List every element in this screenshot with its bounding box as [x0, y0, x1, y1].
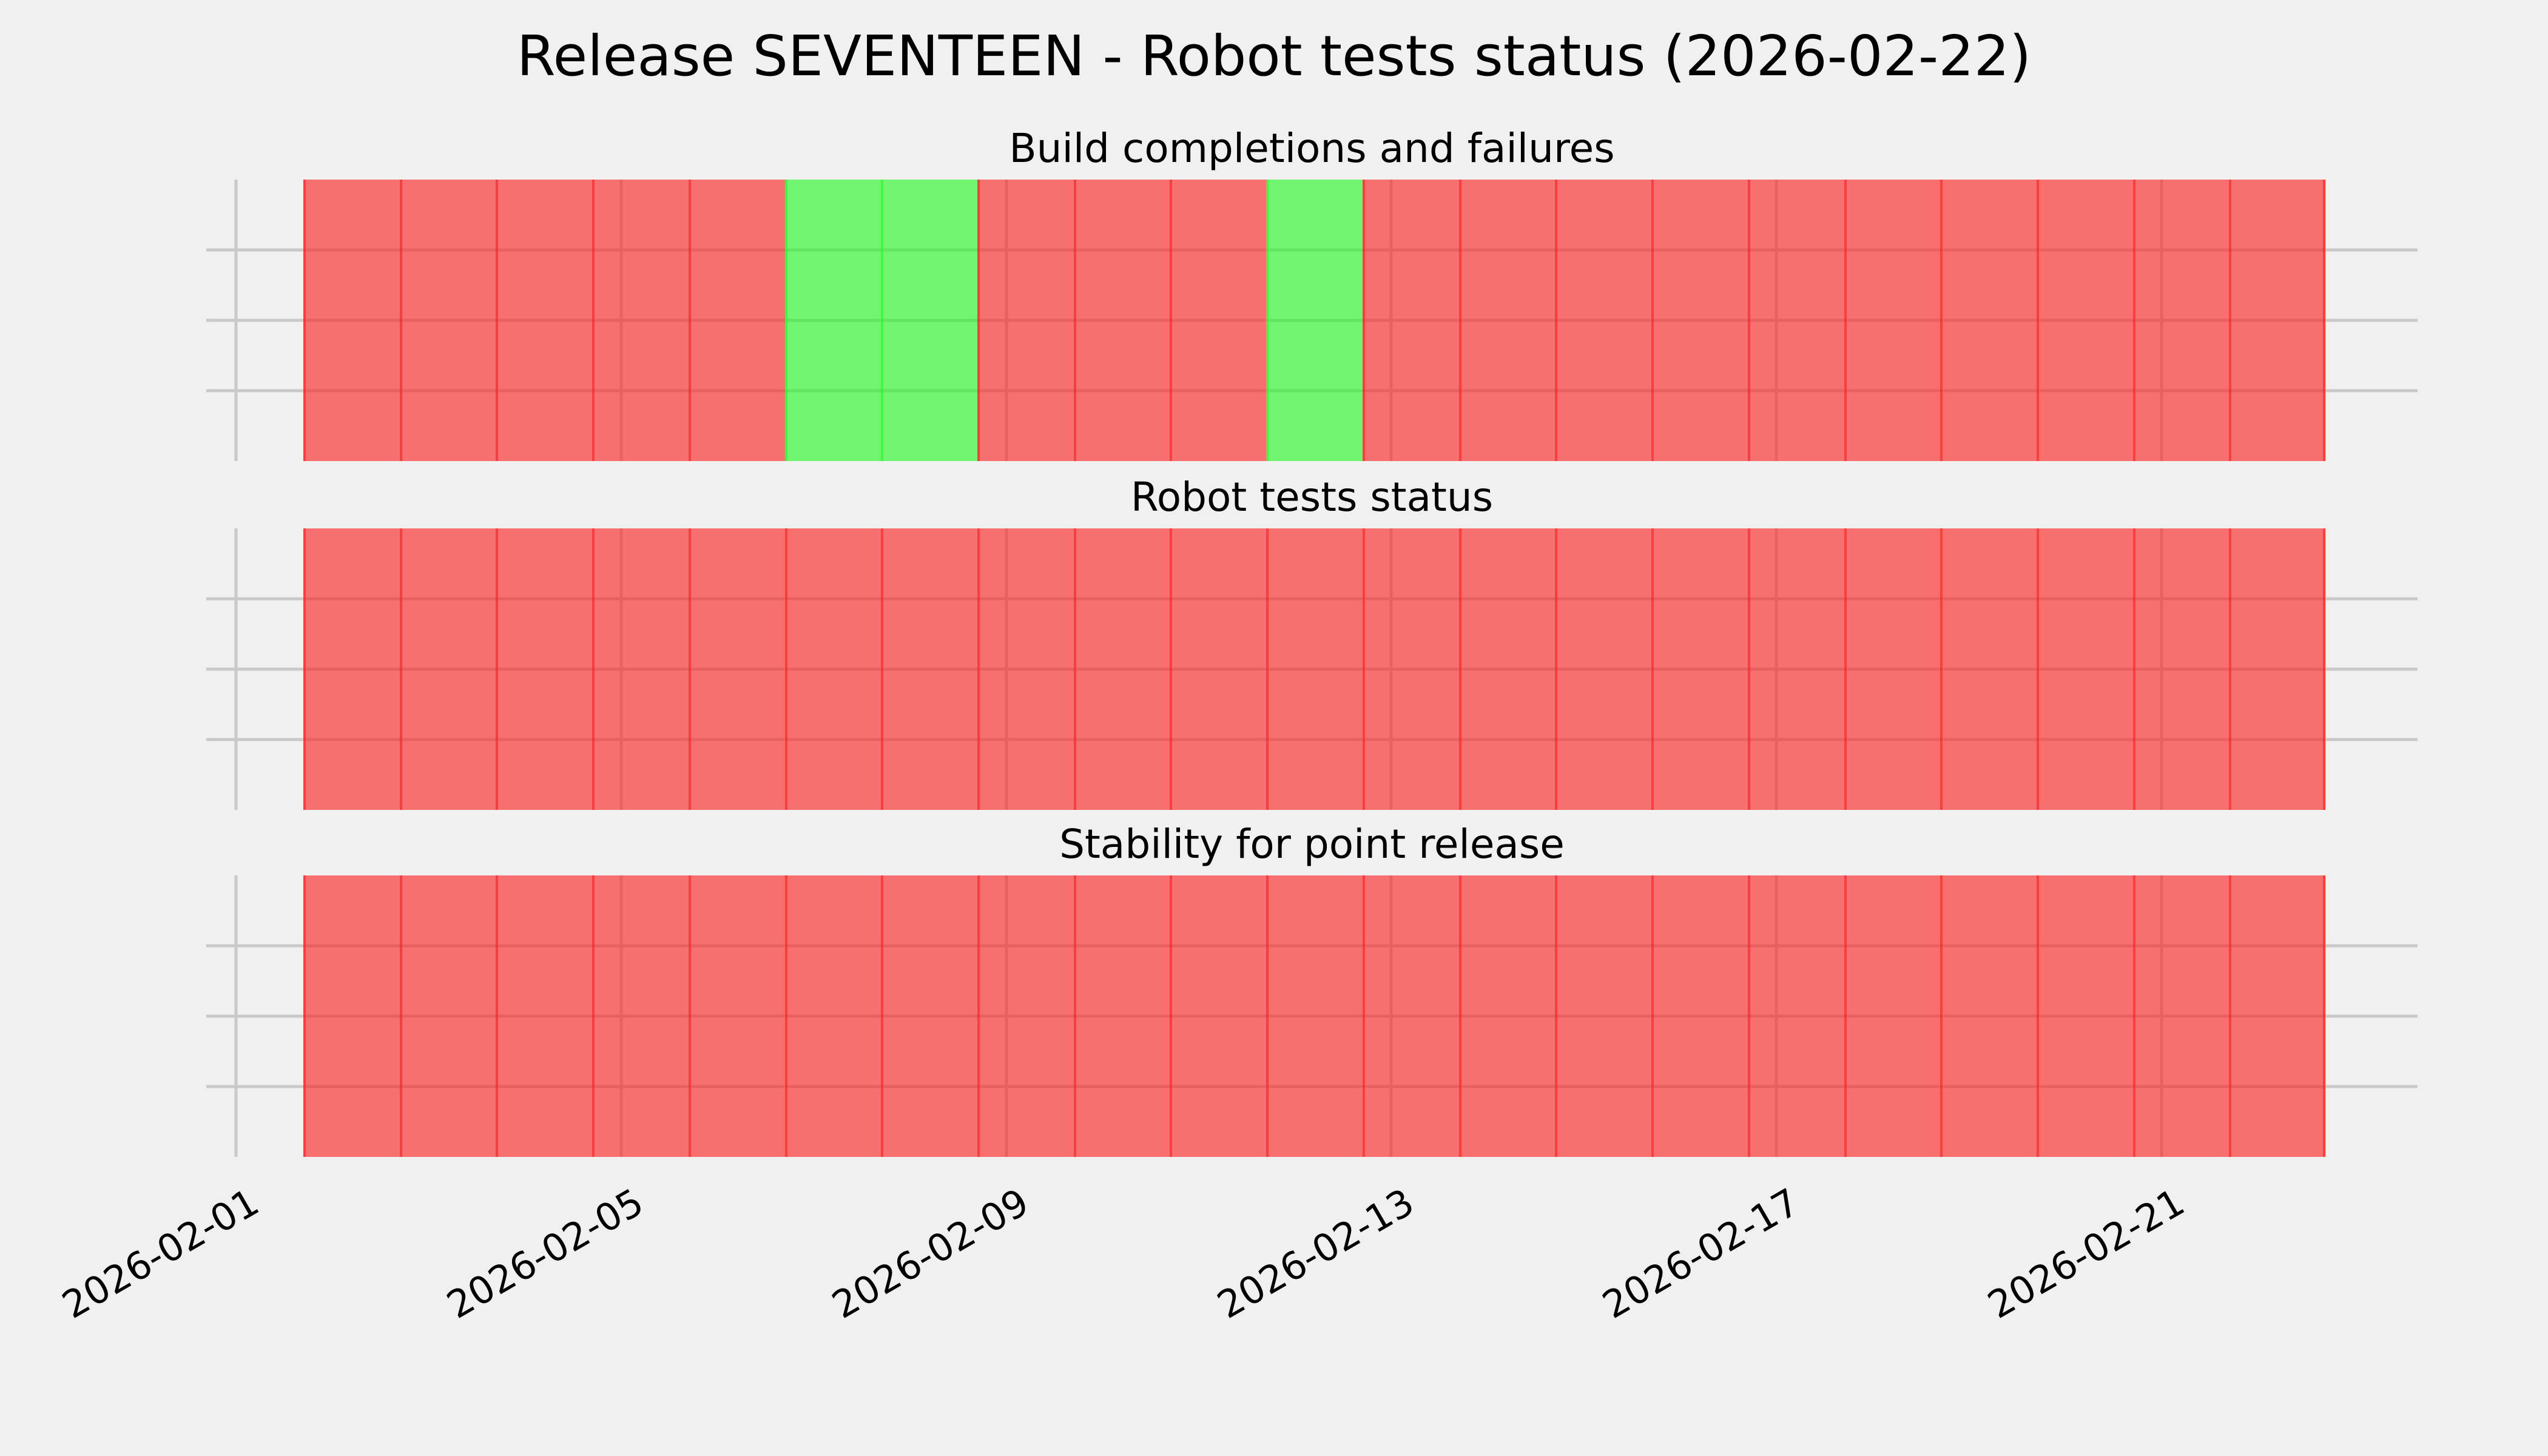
day-cell-2026-02-19-fail [1940, 180, 2037, 461]
day-cell-2026-02-15-fail [1555, 180, 1652, 461]
day-cell-2026-02-17-fail [1747, 180, 1844, 461]
day-cell-2026-02-13-fail [1362, 180, 1459, 461]
panel-axes-build-completions [206, 180, 2418, 461]
x-gridline [234, 180, 238, 461]
day-cell-2026-02-12-fail [1266, 875, 1363, 1157]
day-cell-2026-02-08-fail [881, 528, 978, 810]
x-tick-label: 2026-02-09 [824, 1179, 1037, 1327]
day-cell-2026-02-14-fail [1458, 180, 1555, 461]
day-cell-2026-02-08-fail [881, 875, 978, 1157]
x-tick-label: 2026-02-13 [1210, 1179, 1421, 1327]
day-cell-2026-02-21-fail [2132, 180, 2230, 461]
day-cell-2026-02-20-fail [2036, 875, 2133, 1157]
status-bar-field [303, 528, 2326, 810]
status-bar-field [303, 180, 2326, 461]
day-cell-2026-02-14-fail [1458, 875, 1555, 1157]
day-cell-2026-02-16-fail [1651, 180, 1748, 461]
day-cell-2026-02-06-fail [688, 180, 785, 461]
x-tick-label: 2026-02-01 [54, 1179, 266, 1327]
day-cell-2026-02-04-fail [496, 528, 593, 810]
panel-title-stability: Stability for point release [1059, 821, 1565, 868]
day-cell-2026-02-07-fail [784, 875, 881, 1157]
x-tick-label: 2026-02-21 [1980, 1179, 2192, 1327]
day-cell-2026-02-03-fail [399, 180, 496, 461]
day-cell-2026-02-20-fail [2036, 528, 2133, 810]
day-cell-2026-02-02-fail [303, 875, 400, 1157]
day-cell-2026-02-21-fail [2132, 528, 2230, 810]
day-cell-2026-02-09-fail [977, 528, 1074, 810]
day-cell-2026-02-04-fail [496, 875, 593, 1157]
status-bar-field [303, 875, 2326, 1157]
day-cell-2026-02-02-fail [303, 180, 400, 461]
day-cell-2026-02-22-fail [2229, 180, 2326, 461]
day-cell-2026-02-10-fail [1073, 528, 1170, 810]
day-cell-2026-02-18-fail [1844, 180, 1941, 461]
day-cell-2026-02-15-fail [1555, 528, 1652, 810]
day-cell-2026-02-09-fail [977, 875, 1074, 1157]
day-cell-2026-02-17-fail [1747, 875, 1844, 1157]
day-cell-2026-02-16-fail [1651, 875, 1748, 1157]
day-cell-2026-02-11-fail [1170, 528, 1267, 810]
day-cell-2026-02-20-fail [2036, 180, 2133, 461]
day-cell-2026-02-04-fail [496, 180, 593, 461]
day-cell-2026-02-07-fail [784, 528, 881, 810]
day-cell-2026-02-09-fail [977, 180, 1074, 461]
day-cell-2026-02-22-fail [2229, 528, 2326, 810]
day-cell-2026-02-08-pass [881, 180, 978, 461]
day-cell-2026-02-17-fail [1747, 528, 1844, 810]
day-cell-2026-02-13-fail [1362, 875, 1459, 1157]
day-cell-2026-02-18-fail [1844, 528, 1941, 810]
day-cell-2026-02-02-fail [303, 528, 400, 810]
x-tick-label: 2026-02-17 [1595, 1179, 1807, 1327]
day-cell-2026-02-10-fail [1073, 875, 1170, 1157]
day-cell-2026-02-21-fail [2132, 875, 2230, 1157]
day-cell-2026-02-07-pass [784, 180, 881, 461]
figure-title: Release SEVENTEEN - Robot tests status (… [516, 24, 2032, 89]
day-cell-2026-02-15-fail [1555, 875, 1652, 1157]
day-cell-2026-02-11-fail [1170, 180, 1267, 461]
day-cell-2026-02-05-fail [592, 528, 689, 810]
day-cell-2026-02-10-fail [1073, 180, 1170, 461]
day-cell-2026-02-06-fail [688, 875, 785, 1157]
day-cell-2026-02-03-fail [399, 528, 496, 810]
day-cell-2026-02-18-fail [1844, 875, 1941, 1157]
day-cell-2026-02-05-fail [592, 875, 689, 1157]
x-gridline [234, 528, 238, 810]
x-tick-label: 2026-02-05 [439, 1179, 652, 1327]
panel-title-robot-tests: Robot tests status [1130, 474, 1494, 521]
day-cell-2026-02-12-pass [1266, 180, 1363, 461]
day-cell-2026-02-06-fail [688, 528, 785, 810]
x-gridline [234, 875, 238, 1157]
panel-title-build-completions: Build completions and failures [1009, 125, 1615, 172]
day-cell-2026-02-13-fail [1362, 528, 1459, 810]
day-cell-2026-02-05-fail [592, 180, 689, 461]
day-cell-2026-02-16-fail [1651, 528, 1748, 810]
day-cell-2026-02-12-fail [1266, 528, 1363, 810]
day-cell-2026-02-19-fail [1940, 875, 2037, 1157]
day-cell-2026-02-22-fail [2229, 875, 2326, 1157]
day-cell-2026-02-14-fail [1458, 528, 1555, 810]
day-cell-2026-02-11-fail [1170, 875, 1267, 1157]
panel-axes-robot-tests [206, 528, 2418, 810]
day-cell-2026-02-03-fail [399, 875, 496, 1157]
day-cell-2026-02-19-fail [1940, 528, 2037, 810]
panel-axes-stability [206, 875, 2418, 1157]
